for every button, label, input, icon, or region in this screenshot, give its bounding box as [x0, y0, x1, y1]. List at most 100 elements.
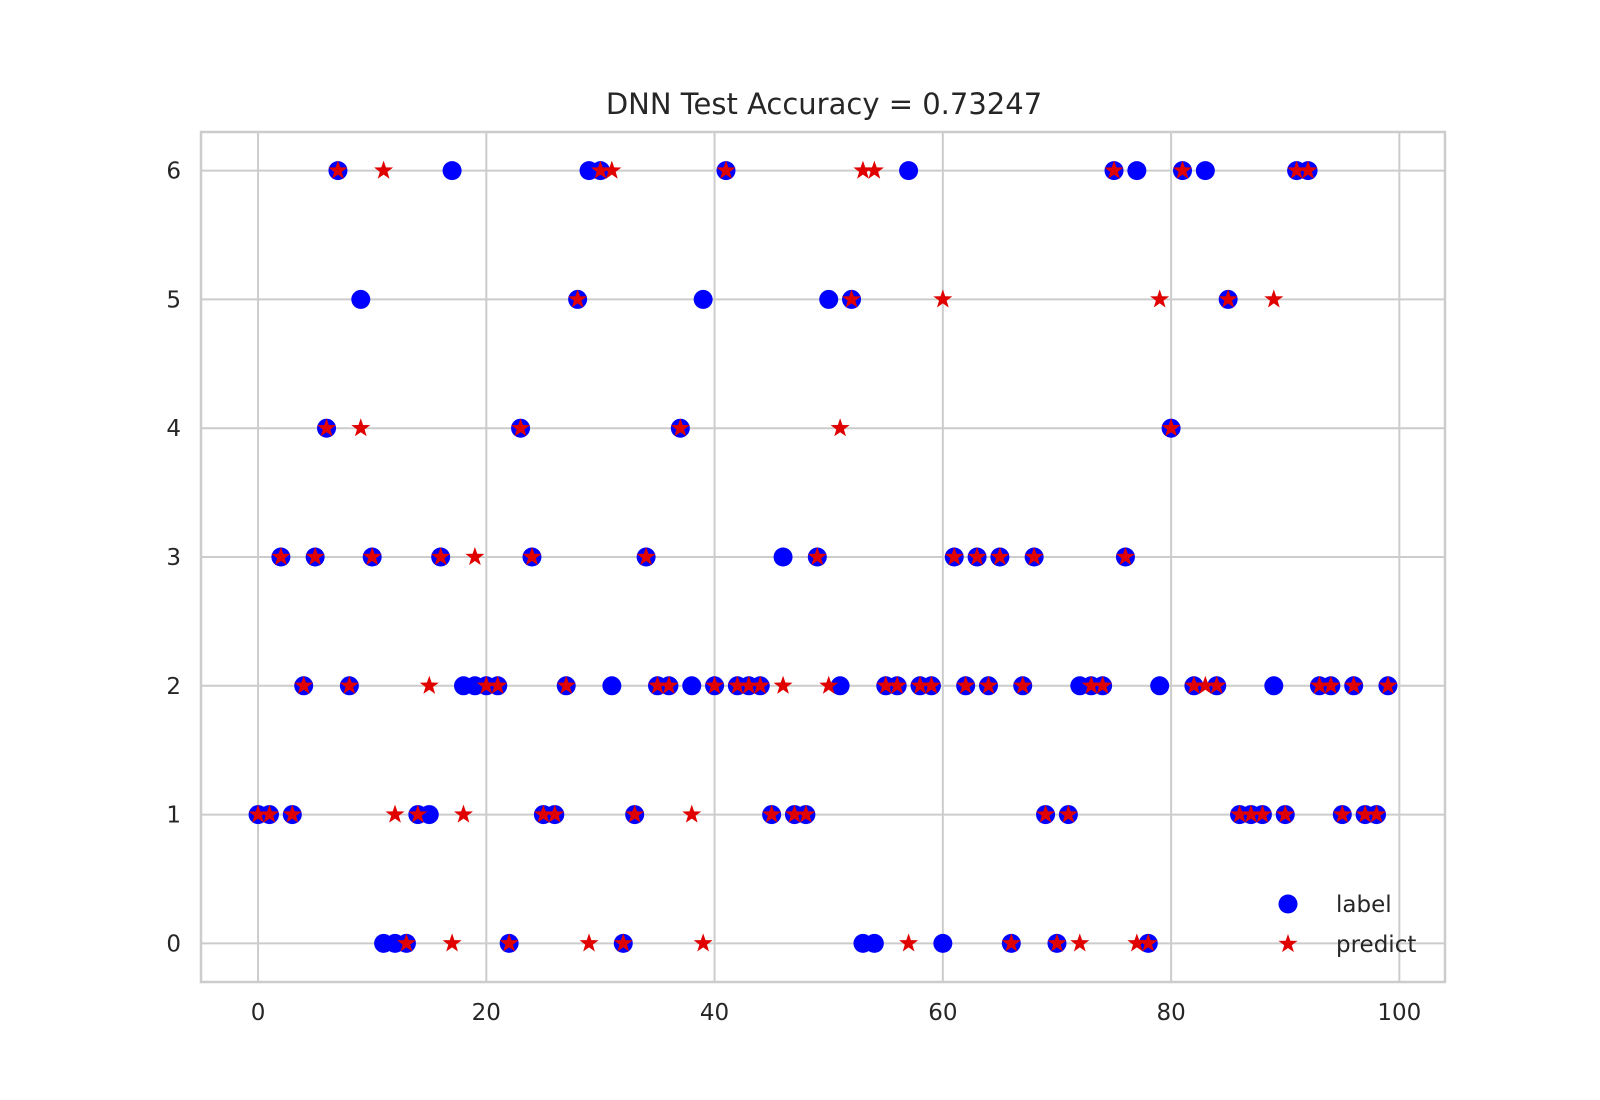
predict-point: [670, 418, 690, 437]
chart-title: DNN Test Accuracy = 0.73247: [606, 87, 1042, 121]
predict-point: [693, 933, 713, 952]
predict-point: [408, 804, 428, 823]
label-point: [682, 676, 702, 696]
predict-point: [887, 675, 907, 694]
predict-point: [1309, 675, 1329, 694]
label-point: [773, 547, 793, 567]
predict-point: [419, 675, 439, 694]
predict-point: [305, 547, 325, 566]
predict-point: [511, 418, 531, 437]
predict-point: [282, 804, 302, 823]
predict-point: [1367, 804, 1387, 823]
predict-point: [465, 547, 485, 566]
label-point: [442, 161, 462, 181]
predict-point: [590, 160, 610, 179]
predict-point: [602, 160, 622, 179]
predict-point: [853, 160, 873, 179]
predict-point: [499, 933, 519, 952]
predict-point: [339, 675, 359, 694]
predict-point: [1321, 675, 1341, 694]
predict-point: [750, 675, 770, 694]
predict-point: [842, 289, 862, 308]
legend-predict-marker: [1278, 934, 1298, 953]
label-point: [602, 676, 622, 696]
label-point: [864, 933, 884, 953]
predict-point: [1081, 675, 1101, 694]
predict-point: [636, 547, 656, 566]
predict-point: [1150, 289, 1170, 308]
predict-point: [990, 547, 1010, 566]
predict-point: [796, 804, 816, 823]
predict-point: [739, 675, 759, 694]
predict-point: [1252, 804, 1272, 823]
label-point: [1195, 161, 1215, 181]
predict-point: [978, 675, 998, 694]
label-point: [830, 676, 850, 696]
predict-point: [1013, 675, 1033, 694]
predict-point: [762, 804, 782, 823]
predict-point: [1378, 675, 1398, 694]
predict-point: [1104, 160, 1124, 179]
predict-point: [705, 675, 725, 694]
label-point: [1150, 676, 1170, 696]
predict-point: [374, 160, 394, 179]
predict-point: [716, 160, 736, 179]
predict-point: [876, 675, 896, 694]
y-tick-label: 5: [166, 287, 181, 313]
predict-point: [1332, 804, 1352, 823]
legend: label predict: [1278, 892, 1416, 958]
x-tick-label: 100: [1377, 1000, 1421, 1026]
predict-point: [1093, 675, 1113, 694]
predict-point: [1058, 804, 1078, 823]
predict-point: [488, 675, 508, 694]
legend-label-text: label: [1336, 892, 1392, 918]
predict-point: [773, 675, 793, 694]
predict-point: [864, 160, 884, 179]
predict-point: [579, 933, 599, 952]
y-tick-label: 4: [166, 416, 181, 442]
x-tick-label: 40: [700, 1000, 729, 1026]
predict-point: [1241, 804, 1261, 823]
label-point: [899, 161, 919, 181]
legend-label-marker: [1278, 894, 1298, 914]
label-point: [1127, 161, 1147, 181]
predict-point: [899, 933, 919, 952]
predict-point: [1161, 418, 1181, 437]
predict-point: [1172, 160, 1193, 179]
predict-point: [967, 547, 987, 566]
label-point: [933, 933, 953, 953]
predict-point: [476, 675, 496, 694]
predict-point: [1036, 804, 1056, 823]
label-point: [819, 289, 839, 309]
predict-point: [271, 547, 291, 566]
predict-point: [522, 547, 542, 566]
predict-point: [1264, 289, 1284, 308]
predict-point: [933, 289, 953, 308]
predict-point: [1344, 675, 1364, 694]
predict-point: [727, 675, 747, 694]
predict-point: [1355, 804, 1375, 823]
predict-point: [533, 804, 553, 823]
predict-point: [248, 804, 268, 823]
predict-point: [1298, 160, 1318, 179]
predict-point: [1127, 933, 1147, 952]
predict-point: [1275, 804, 1295, 823]
predict-point: [568, 289, 588, 308]
predict-point: [956, 675, 976, 694]
y-tick-label: 2: [166, 674, 181, 700]
y-tick-label: 1: [166, 803, 181, 829]
predict-point: [944, 547, 964, 566]
predict-point: [385, 804, 405, 823]
predict-point: [1138, 933, 1158, 952]
predict-point: [396, 933, 416, 952]
predict-point: [453, 804, 474, 823]
predict-point: [1287, 160, 1307, 179]
label-point: [351, 289, 371, 309]
y-tick-label: 0: [166, 931, 181, 957]
x-tick-label: 20: [472, 1000, 501, 1026]
predict-point: [784, 804, 804, 823]
predict-point: [648, 675, 668, 694]
predict-point: [682, 804, 702, 823]
predict-point: [317, 418, 337, 437]
predict-point: [545, 804, 565, 823]
